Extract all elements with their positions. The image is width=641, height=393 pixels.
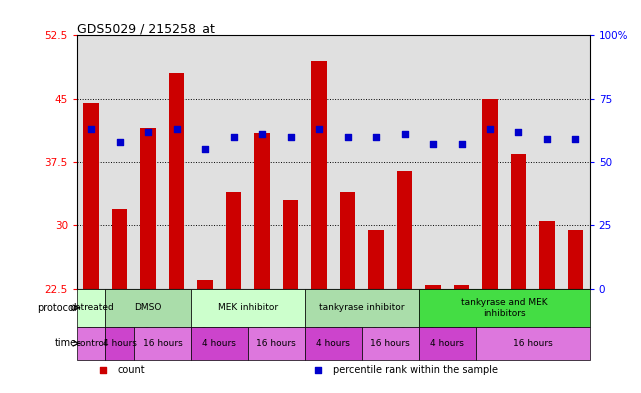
Point <box>143 129 153 135</box>
Bar <box>568 230 583 289</box>
Text: tankyrase inhibitor: tankyrase inhibitor <box>319 303 404 312</box>
Text: 16 hours: 16 hours <box>370 339 410 348</box>
Point <box>97 367 108 373</box>
Point <box>456 141 467 147</box>
Bar <box>169 73 185 289</box>
Text: protocol: protocol <box>37 303 77 313</box>
Bar <box>312 61 327 289</box>
Bar <box>191 327 248 360</box>
Point <box>485 126 495 132</box>
Bar <box>425 285 441 289</box>
Text: 4 hours: 4 hours <box>430 339 464 348</box>
Bar <box>368 230 384 289</box>
Text: tankyrase and MEK
inhibitors: tankyrase and MEK inhibitors <box>461 298 547 318</box>
Bar <box>476 327 590 360</box>
Text: 16 hours: 16 hours <box>256 339 296 348</box>
Text: percentile rank within the sample: percentile rank within the sample <box>333 365 498 375</box>
Bar <box>77 327 105 360</box>
Bar <box>305 289 419 327</box>
Bar <box>539 221 555 289</box>
Text: 4 hours: 4 hours <box>317 339 350 348</box>
Text: GDS5029 / 215258_at: GDS5029 / 215258_at <box>77 22 215 35</box>
Text: count: count <box>118 365 146 375</box>
Point <box>200 146 210 152</box>
Bar <box>248 327 305 360</box>
Bar <box>105 327 134 360</box>
Point <box>115 139 125 145</box>
Text: untreated: untreated <box>69 303 113 312</box>
Bar <box>226 192 242 289</box>
Point <box>86 126 96 132</box>
Point <box>570 136 581 142</box>
Point <box>172 126 182 132</box>
Bar <box>112 209 128 289</box>
Bar <box>454 285 469 289</box>
Bar <box>362 327 419 360</box>
Point <box>371 134 381 140</box>
Bar <box>419 327 476 360</box>
Bar <box>397 171 412 289</box>
Point <box>399 131 410 138</box>
Bar <box>340 192 355 289</box>
Point <box>542 136 552 142</box>
Bar <box>134 327 191 360</box>
Bar <box>83 103 99 289</box>
Point <box>314 126 324 132</box>
Bar <box>197 280 213 289</box>
Point <box>228 134 238 140</box>
Text: DMSO: DMSO <box>135 303 162 312</box>
Bar <box>140 128 156 289</box>
Bar <box>77 289 105 327</box>
Text: 16 hours: 16 hours <box>142 339 182 348</box>
Point <box>313 367 323 373</box>
Bar <box>283 200 299 289</box>
Text: 4 hours: 4 hours <box>203 339 237 348</box>
Text: MEK inhibitor: MEK inhibitor <box>218 303 278 312</box>
Point <box>428 141 438 147</box>
Text: time: time <box>54 338 77 348</box>
Bar <box>305 327 362 360</box>
Bar <box>419 289 590 327</box>
Bar <box>482 99 498 289</box>
Point <box>285 134 296 140</box>
Text: control: control <box>76 339 107 348</box>
Point <box>342 134 353 140</box>
Point <box>513 129 524 135</box>
Bar <box>105 289 191 327</box>
Bar <box>511 154 526 289</box>
Text: 4 hours: 4 hours <box>103 339 137 348</box>
Bar <box>191 289 305 327</box>
Text: 16 hours: 16 hours <box>513 339 553 348</box>
Bar <box>254 132 270 289</box>
Point <box>257 131 267 138</box>
